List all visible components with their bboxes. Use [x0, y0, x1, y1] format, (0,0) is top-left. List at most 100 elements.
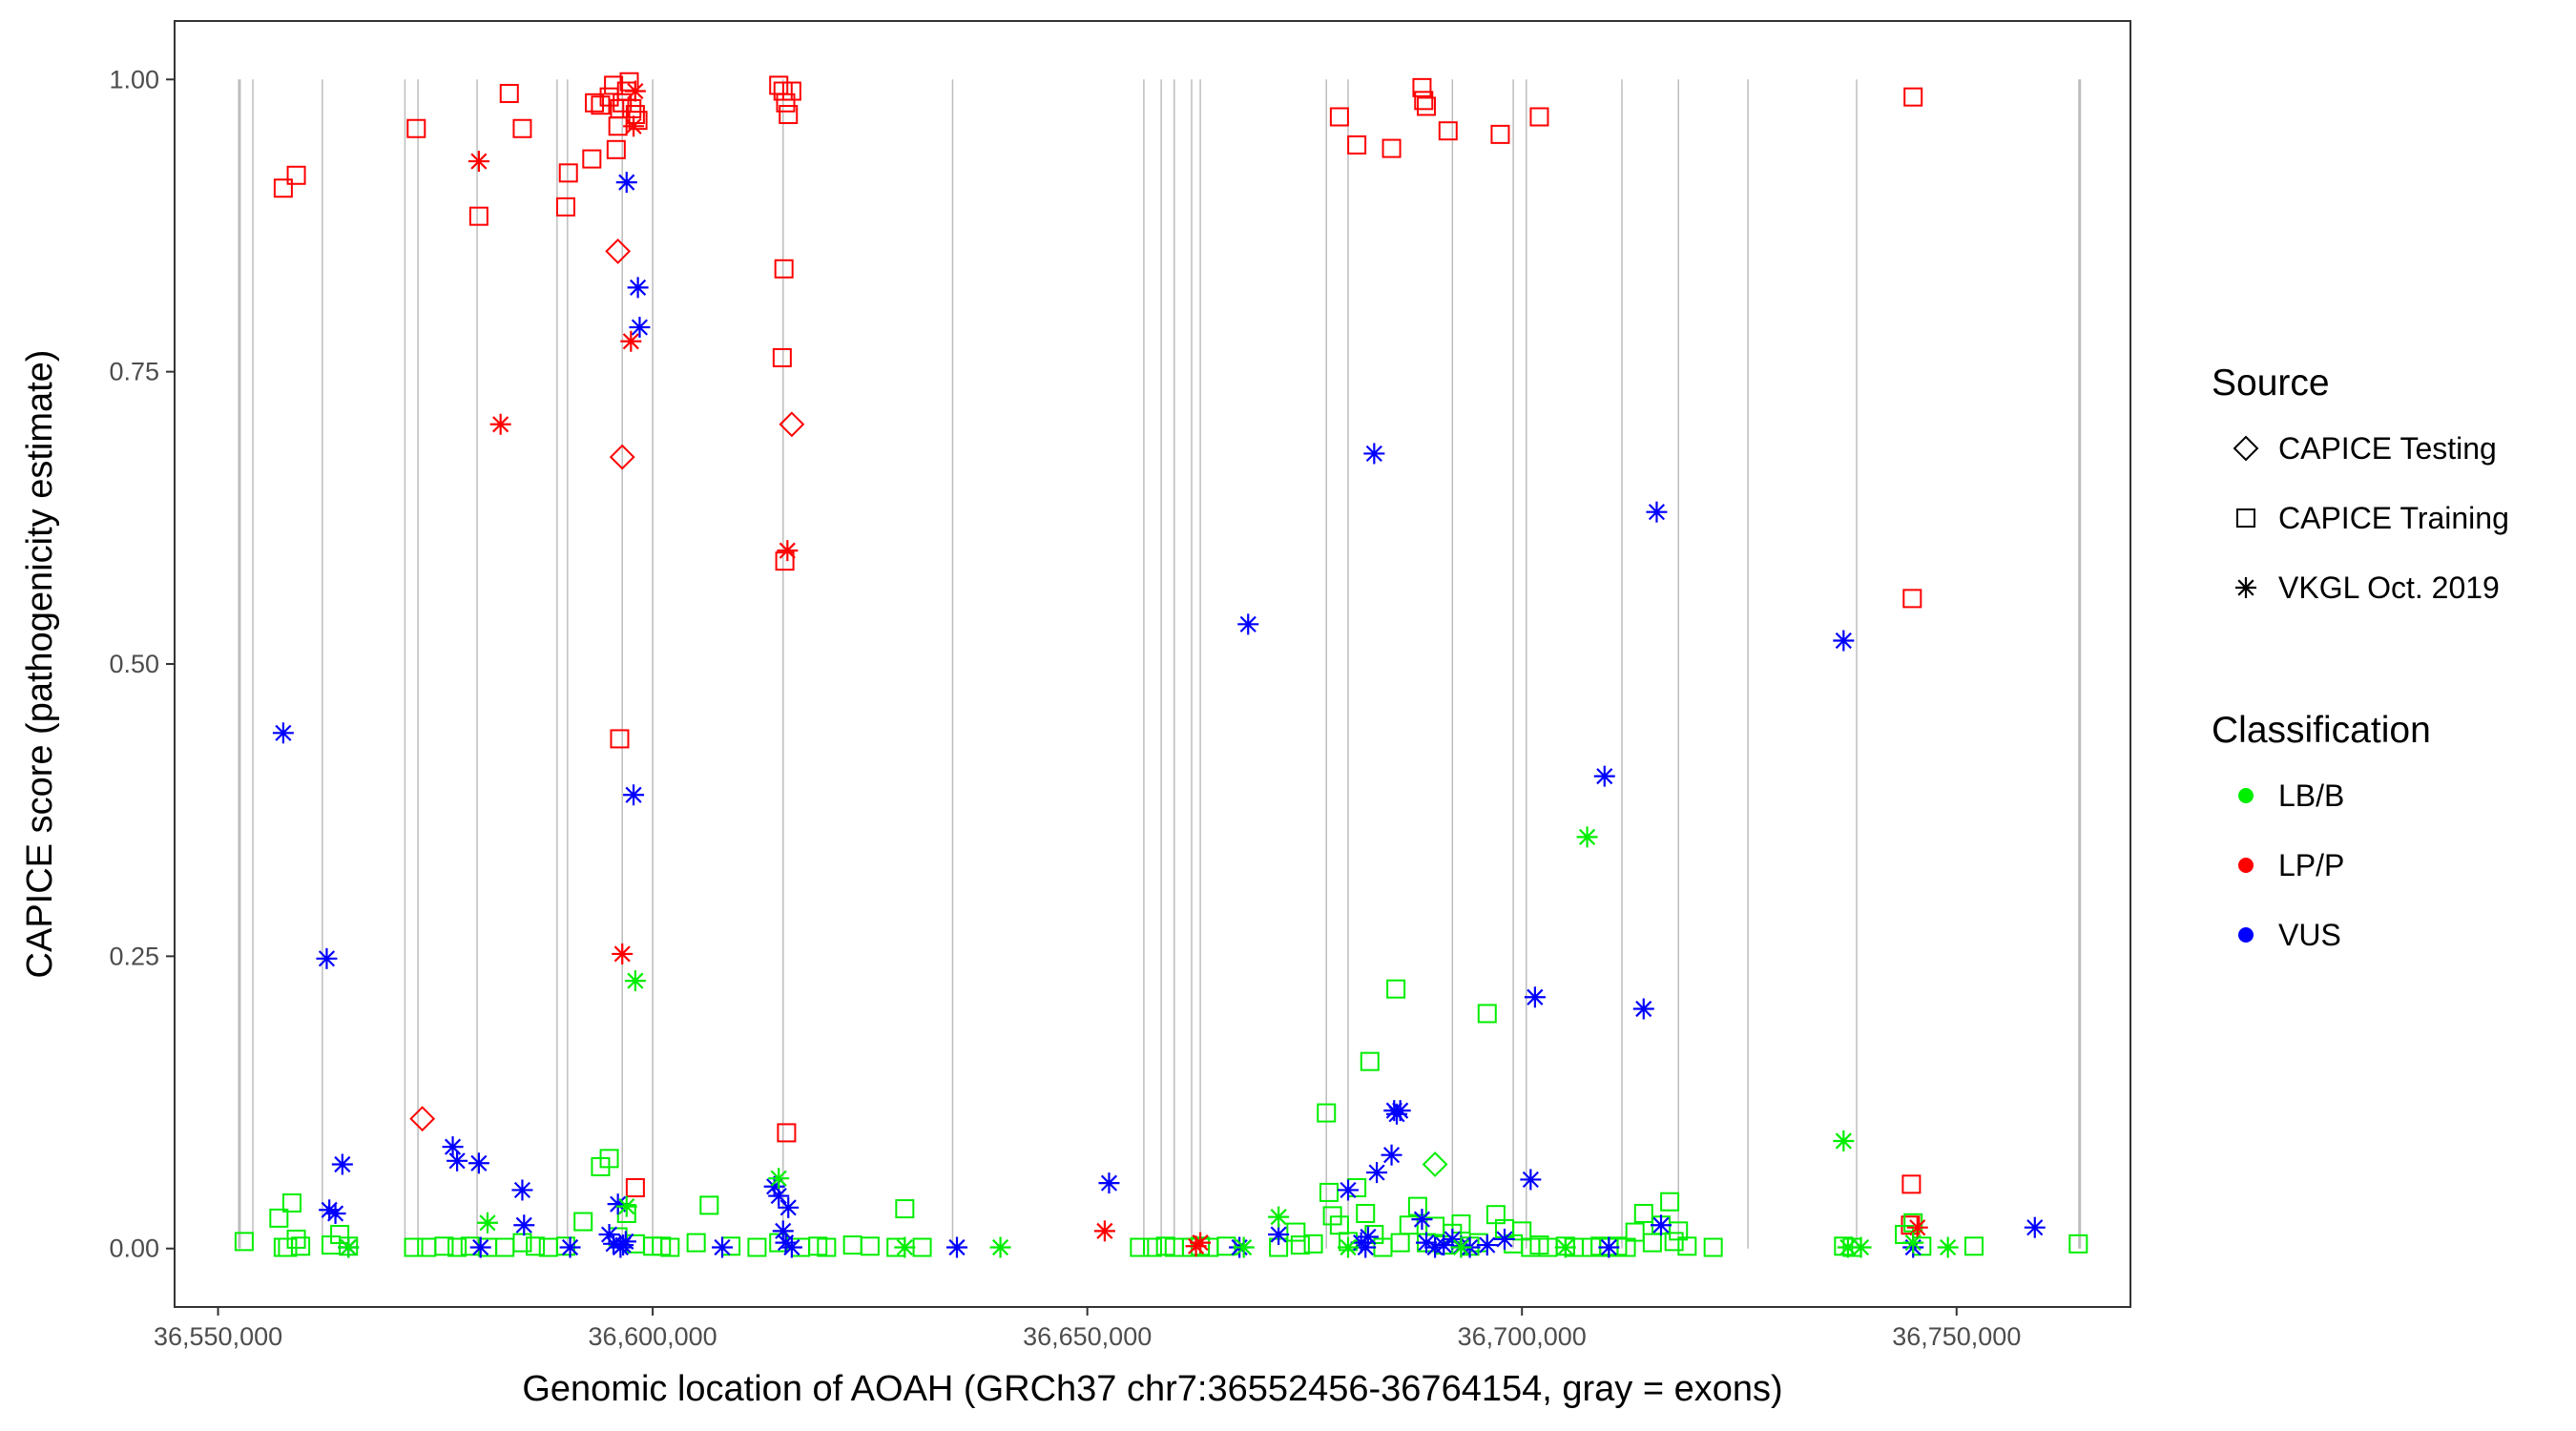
data-point: [1286, 1222, 1306, 1242]
data-point: [1524, 986, 1546, 1008]
legend: Source Classification CAPICE Testing CAPI…: [2212, 363, 2509, 952]
data-point: [2068, 1234, 2088, 1254]
data-point: [1906, 1216, 1928, 1238]
data-point: [1363, 443, 1385, 465]
data-point: [1233, 1236, 1255, 1258]
data-point: [434, 1236, 454, 1256]
legend-label-classification: LP/P: [2278, 848, 2344, 882]
exon-lines: [238, 79, 2082, 1249]
data-point: [1143, 1237, 1162, 1257]
data-point: [447, 1150, 468, 1172]
data-point: [615, 1195, 637, 1217]
data-point: [607, 1193, 629, 1215]
data-point: [272, 722, 294, 744]
data-point: [712, 1236, 733, 1258]
data-point: [989, 1236, 1011, 1258]
data-point: [559, 1236, 581, 1258]
data-point: [779, 105, 799, 125]
data-point: [499, 83, 519, 103]
data-point: [513, 1214, 535, 1236]
data-point: [1703, 1237, 1723, 1257]
data-point: [442, 1136, 464, 1158]
legend-key-dot: [2238, 927, 2254, 943]
data-point: [895, 1199, 915, 1219]
data-point: [946, 1236, 967, 1258]
data-point: [624, 80, 646, 102]
x-axis-title: Genomic location of AOAH (GRCh37 chr7:36…: [522, 1369, 1782, 1409]
data-point: [582, 149, 602, 169]
data-point: [776, 93, 796, 113]
data-point: [324, 1202, 346, 1224]
data-point: [613, 93, 633, 113]
data-point: [1632, 998, 1654, 1020]
data-point: [291, 1236, 311, 1256]
data-point: [406, 118, 426, 138]
data-point: [1216, 1236, 1236, 1256]
data-point: [1490, 124, 1510, 144]
y-tick-label: 0.25: [109, 942, 159, 970]
data-point: [1386, 979, 1406, 999]
data-point: [610, 729, 630, 749]
data-point: [628, 111, 648, 131]
data-point: [468, 206, 488, 226]
data-point: [1451, 1213, 1471, 1234]
data-point: [1450, 1236, 1472, 1258]
data-point: [1901, 1174, 1922, 1194]
data-point: [624, 970, 646, 992]
data-point: [615, 172, 637, 194]
data-point: [1381, 1144, 1402, 1166]
data-point: [585, 93, 605, 113]
data-point: [1598, 1236, 1620, 1258]
data-point: [780, 1236, 802, 1258]
data-point: [1438, 121, 1458, 141]
data-point: [774, 259, 794, 279]
data-point: [1319, 1182, 1339, 1202]
y-tick-label: 0.00: [109, 1234, 159, 1263]
data-point: [1646, 501, 1668, 523]
data-point: [278, 1237, 298, 1257]
data-point: [573, 1212, 593, 1232]
y-axis-title: CAPICE score (pathogenicity estimate): [20, 350, 60, 979]
data-point: [629, 317, 651, 339]
data-point: [511, 1179, 533, 1201]
legend-label-classification: VUS: [2278, 918, 2341, 952]
data-point: [1366, 1162, 1388, 1184]
data-point: [1554, 1236, 1576, 1258]
data-point: [777, 540, 799, 562]
data-point: [477, 1212, 498, 1234]
data-point: [625, 1178, 645, 1198]
data-point: [1237, 613, 1259, 635]
data-point: [781, 81, 801, 101]
data-point: [273, 178, 293, 198]
data-point: [1356, 1203, 1376, 1223]
data-point: [1357, 1226, 1379, 1248]
data-point: [1902, 589, 1922, 609]
legend-key-diamond: [2233, 435, 2259, 462]
data-point: [447, 1237, 467, 1257]
x-tick-label: 36,650,000: [1023, 1322, 1152, 1351]
data-point: [1338, 1236, 1359, 1258]
data-point: [1837, 1236, 1859, 1258]
x-axis: 36,550,000 36,600,000 36,650,000 36,700,000…: [154, 1307, 2021, 1351]
legend-title-source: Source: [2212, 363, 2330, 404]
data-point: [1494, 1228, 1515, 1250]
data-point: [1329, 107, 1349, 127]
legend-label-source: VKGL Oct. 2019: [2278, 570, 2500, 605]
x-tick-label: 36,700,000: [1458, 1322, 1587, 1351]
data-point: [282, 1192, 301, 1213]
data-point: [1190, 1232, 1212, 1254]
data-point: [777, 1123, 797, 1143]
data-point: [627, 277, 649, 299]
data-point: [1360, 1051, 1380, 1071]
data-point: [772, 347, 792, 367]
data-point: [1660, 1192, 1680, 1212]
data-point: [1677, 1236, 1697, 1256]
data-point: [1414, 91, 1434, 111]
data-point: [1093, 1220, 1115, 1242]
data-point: [1412, 77, 1432, 97]
legend-label-source: CAPICE Testing: [2278, 431, 2497, 466]
data-point: [1476, 1234, 1498, 1256]
data-point: [409, 1106, 436, 1132]
data-point: [234, 1232, 254, 1252]
data-point: [1520, 1169, 1542, 1191]
